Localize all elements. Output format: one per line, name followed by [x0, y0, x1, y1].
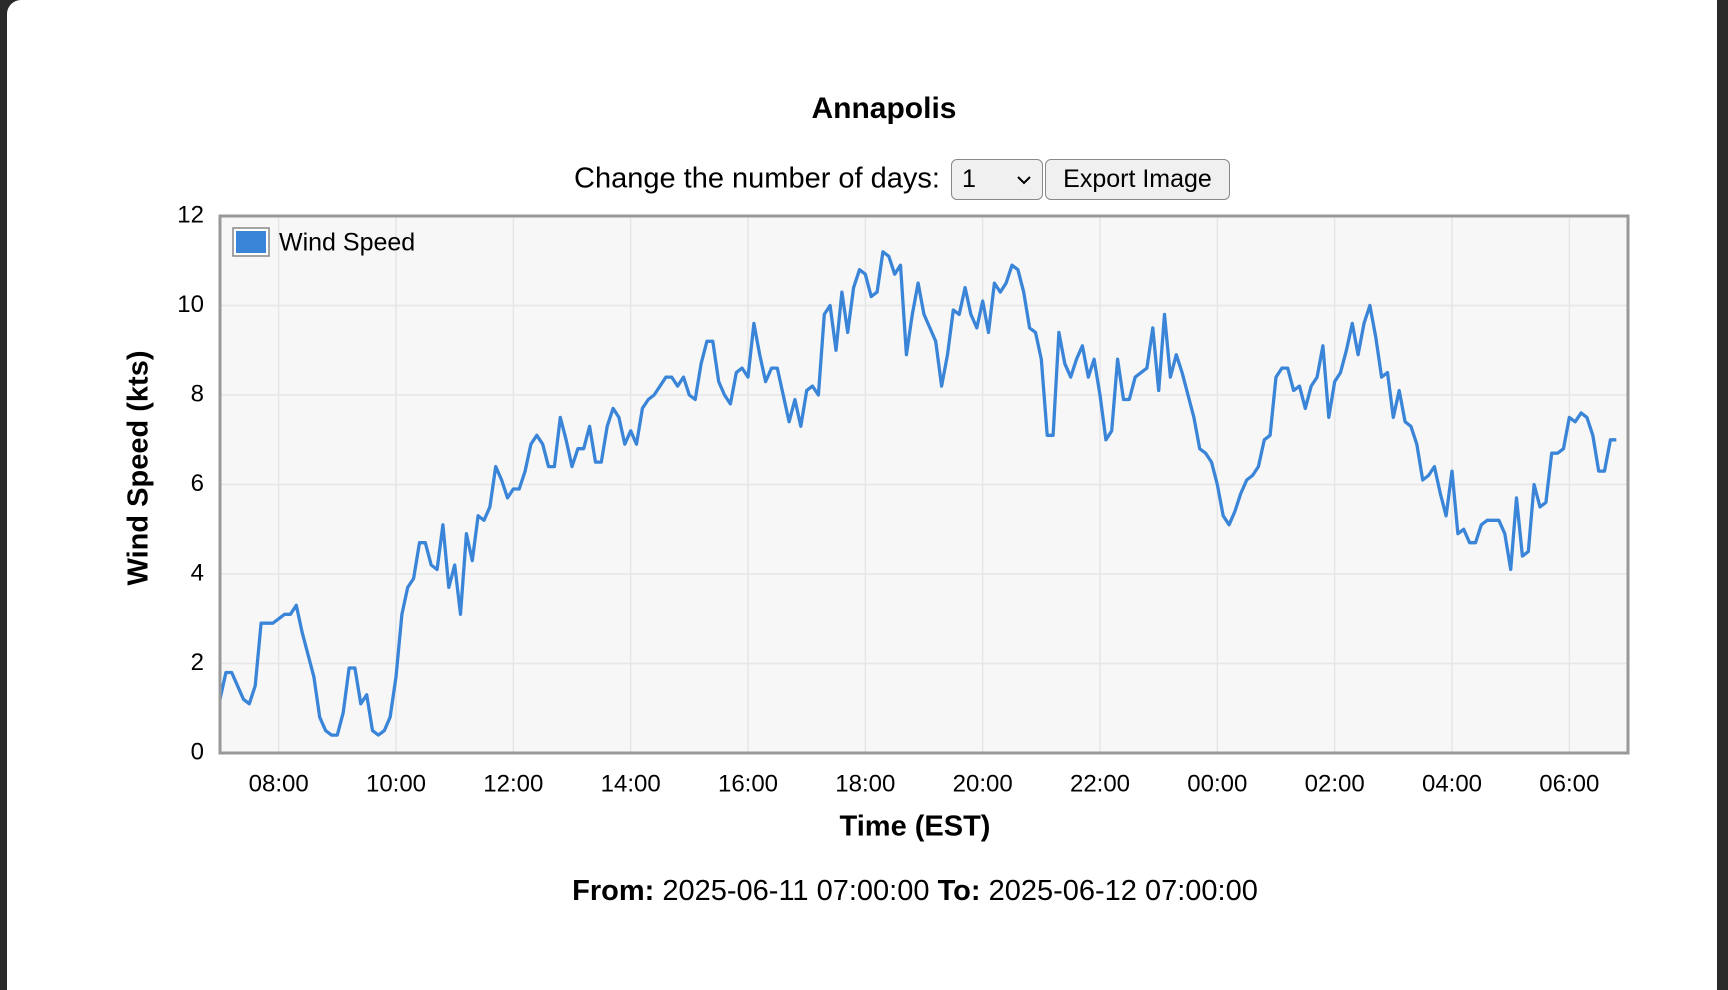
x-tick-label: 14:00	[601, 770, 661, 797]
y-tick-label: 4	[191, 559, 204, 586]
plot-border	[218, 214, 1630, 755]
x-tick-label: 06:00	[1539, 770, 1599, 797]
x-axis-title: Time (EST)	[840, 811, 991, 843]
x-tick-label: 10:00	[366, 770, 426, 797]
y-tick-label: 6	[191, 470, 204, 497]
legend-swatch	[234, 229, 268, 255]
x-tick-label: 20:00	[953, 770, 1013, 797]
days-value: 1	[962, 165, 976, 193]
to-date: 2025-06-12 07:00:00	[989, 875, 1258, 907]
chart: Annapolis Change the number of days: Tim…	[123, 92, 1630, 907]
line	[218, 250, 1617, 737]
export-button[interactable]: Export Image	[1045, 159, 1230, 200]
x-tick-label: 00:00	[1187, 770, 1247, 797]
y-tick-label: 8	[191, 380, 204, 407]
x-tick-label: 16:00	[718, 770, 778, 797]
x-tick-label: 04:00	[1422, 770, 1482, 797]
date-range: From: 2025-06-11 07:00:00 To: 2025-06-12…	[572, 875, 1258, 907]
chart-title: Annapolis	[811, 92, 956, 125]
y-tick-label: 2	[191, 649, 204, 676]
y-tick-label: 10	[177, 291, 204, 318]
y-axis-title: Wind Speed (kts)	[123, 351, 155, 586]
x-tick-label: 22:00	[1070, 770, 1130, 797]
from-label: From:	[572, 875, 654, 907]
control-label: Change the number of days:	[574, 163, 940, 195]
x-tick-label: 02:00	[1305, 770, 1365, 797]
x-tick-label: 18:00	[835, 770, 895, 797]
legend-label: Wind Speed	[279, 229, 415, 257]
legend-swatch-border	[232, 227, 270, 257]
select-arrow	[1017, 175, 1031, 184]
from-date: 2025-06-11 07:00:00	[662, 875, 929, 907]
y-tick-label: 0	[191, 738, 204, 765]
x-tick-label: 08:00	[249, 770, 309, 797]
days-select[interactable]: 1	[951, 159, 1043, 200]
page: Annapolis Change the number of days: Tim…	[7, 0, 1717, 990]
x-tick-label: 12:00	[483, 770, 543, 797]
to-label: To:	[938, 875, 981, 907]
y-tick-label: 12	[177, 201, 204, 228]
